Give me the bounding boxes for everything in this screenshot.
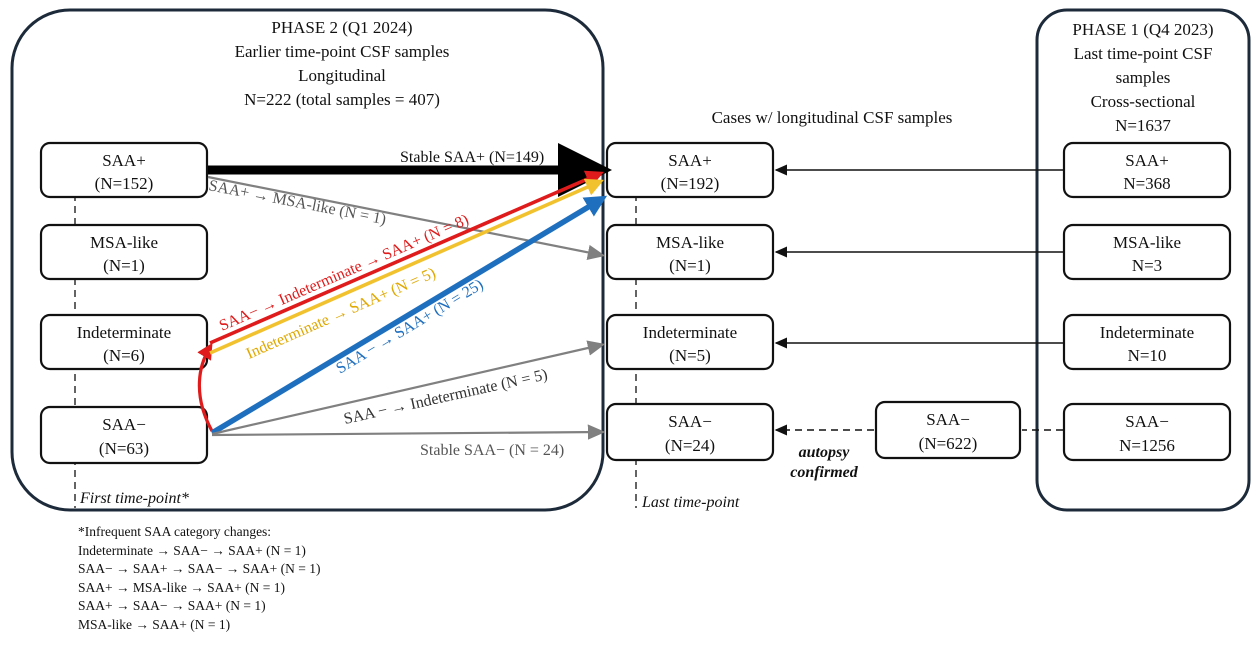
node-label: SAA+ [102,151,146,170]
middle-node-saa-neg: SAA− (N=24) [605,402,775,462]
phase2-node-indeterminate: Indeterminate (N=6) [39,313,209,371]
node-label: Indeterminate [1100,323,1194,342]
node-label: SAA− [668,412,712,431]
phase1-subtitle: Last time-point CSF [1074,44,1213,63]
footnote-line: SAA+ → MSA-like → SAA+ (N = 1) [78,579,285,595]
arrow-stable-saa-neg [211,424,606,440]
phase1-node-saa-pos: SAA+ N=368 [1062,141,1232,199]
node-count: (N=192) [661,174,720,193]
label-stable-saa-neg: Stable SAA− (N = 24) [420,442,564,459]
node-count: (N=5) [669,346,711,365]
node-count: (N=6) [103,346,145,365]
footnote-line: SAA− → SAA+ → SAA− → SAA+ (N = 1) [78,561,321,577]
phase1-subtitle-2: samples [1116,68,1171,87]
footnote-line: Indeterminate → SAA− → SAA+ (N = 1) [78,542,306,558]
first-timepoint-label: First time-point* [79,490,189,507]
node-label: Indeterminate [77,323,171,342]
arrow-neg-to-indeterminate [211,340,606,436]
arrow-neg-ind-to-pos [209,170,604,345]
node-label: SAA+ [1125,151,1169,170]
node-label: MSA-like [656,233,724,252]
node-label: SAA− [102,415,146,434]
footnote-title: *Infrequent SAA category changes: [78,524,272,539]
phase1-node-msa-like: MSA-like N=3 [1062,223,1232,281]
label-stable-saa-pos: Stable SAA+ (N=149) [400,149,544,166]
middle-header: Cases w/ longitudinal CSF samples [712,108,953,127]
node-count: N=3 [1132,256,1162,275]
node-label: SAA− [926,410,970,429]
autopsy-node-saa-neg: SAA− (N=622) [874,400,1022,460]
middle-node-indeterminate: Indeterminate (N=5) [605,313,775,371]
phase1-title: PHASE 1 (Q4 2023) [1072,20,1213,39]
node-count: (N=1) [669,256,711,275]
node-count: N=10 [1128,346,1167,365]
phase2-count: N=222 (total samples = 407) [244,90,440,109]
footnote: *Infrequent SAA category changes: Indete… [78,523,320,635]
phase2-node-saa-neg: SAA− (N=63) [39,405,209,465]
phase1-container [1035,8,1251,512]
footnote-line: MSA-like → SAA+ (N = 1) [78,616,231,632]
middle-node-msa-like: MSA-like (N=1) [605,223,775,281]
phase2-node-saa-pos: SAA+ (N=152) [39,141,209,199]
node-label: MSA-like [90,233,158,252]
middle-node-saa-pos: SAA+ (N=192) [605,141,775,199]
phase2-node-msa-like: MSA-like (N=1) [39,223,209,281]
node-label: Indeterminate [643,323,737,342]
node-count: (N=622) [919,434,978,453]
phase2-design: Longitudinal [298,66,386,85]
footnote-line: SAA+ → SAA− → SAA+ (N = 1) [78,598,266,614]
label-saa-pos-to-msa: SAA+ → MSA-like (N = 1) [207,177,387,228]
node-count: (N=24) [665,436,715,455]
autopsy-note-line2: confirmed [790,464,859,481]
node-label: SAA+ [668,151,712,170]
node-label: SAA− [1125,412,1169,431]
arrow-neg-to-pos [210,195,608,436]
phase1-node-saa-neg: SAA− N=1256 [1062,402,1232,462]
phase2-subtitle: Earlier time-point CSF samples [235,42,450,61]
arrow-saa-pos-to-msa [207,175,606,260]
arrow-neg-to-indeterminate-curve [197,342,214,432]
arrow-ind-to-pos [209,178,604,355]
node-label: MSA-like [1113,233,1181,252]
autopsy-note-line1: autopsy [799,444,851,461]
phase1-design: Cross-sectional [1091,92,1196,111]
last-timepoint-label: Last time-point [641,494,740,511]
node-count: (N=1) [103,256,145,275]
phase1-node-indeterminate: Indeterminate N=10 [1062,313,1232,371]
phase2-title: PHASE 2 (Q1 2024) [271,18,412,37]
node-count: N=368 [1123,174,1170,193]
phase2-container [10,8,605,512]
phase1-count: N=1637 [1115,116,1171,135]
node-count: (N=152) [95,174,154,193]
node-count: N=1256 [1119,436,1175,455]
node-count: (N=63) [99,439,149,458]
